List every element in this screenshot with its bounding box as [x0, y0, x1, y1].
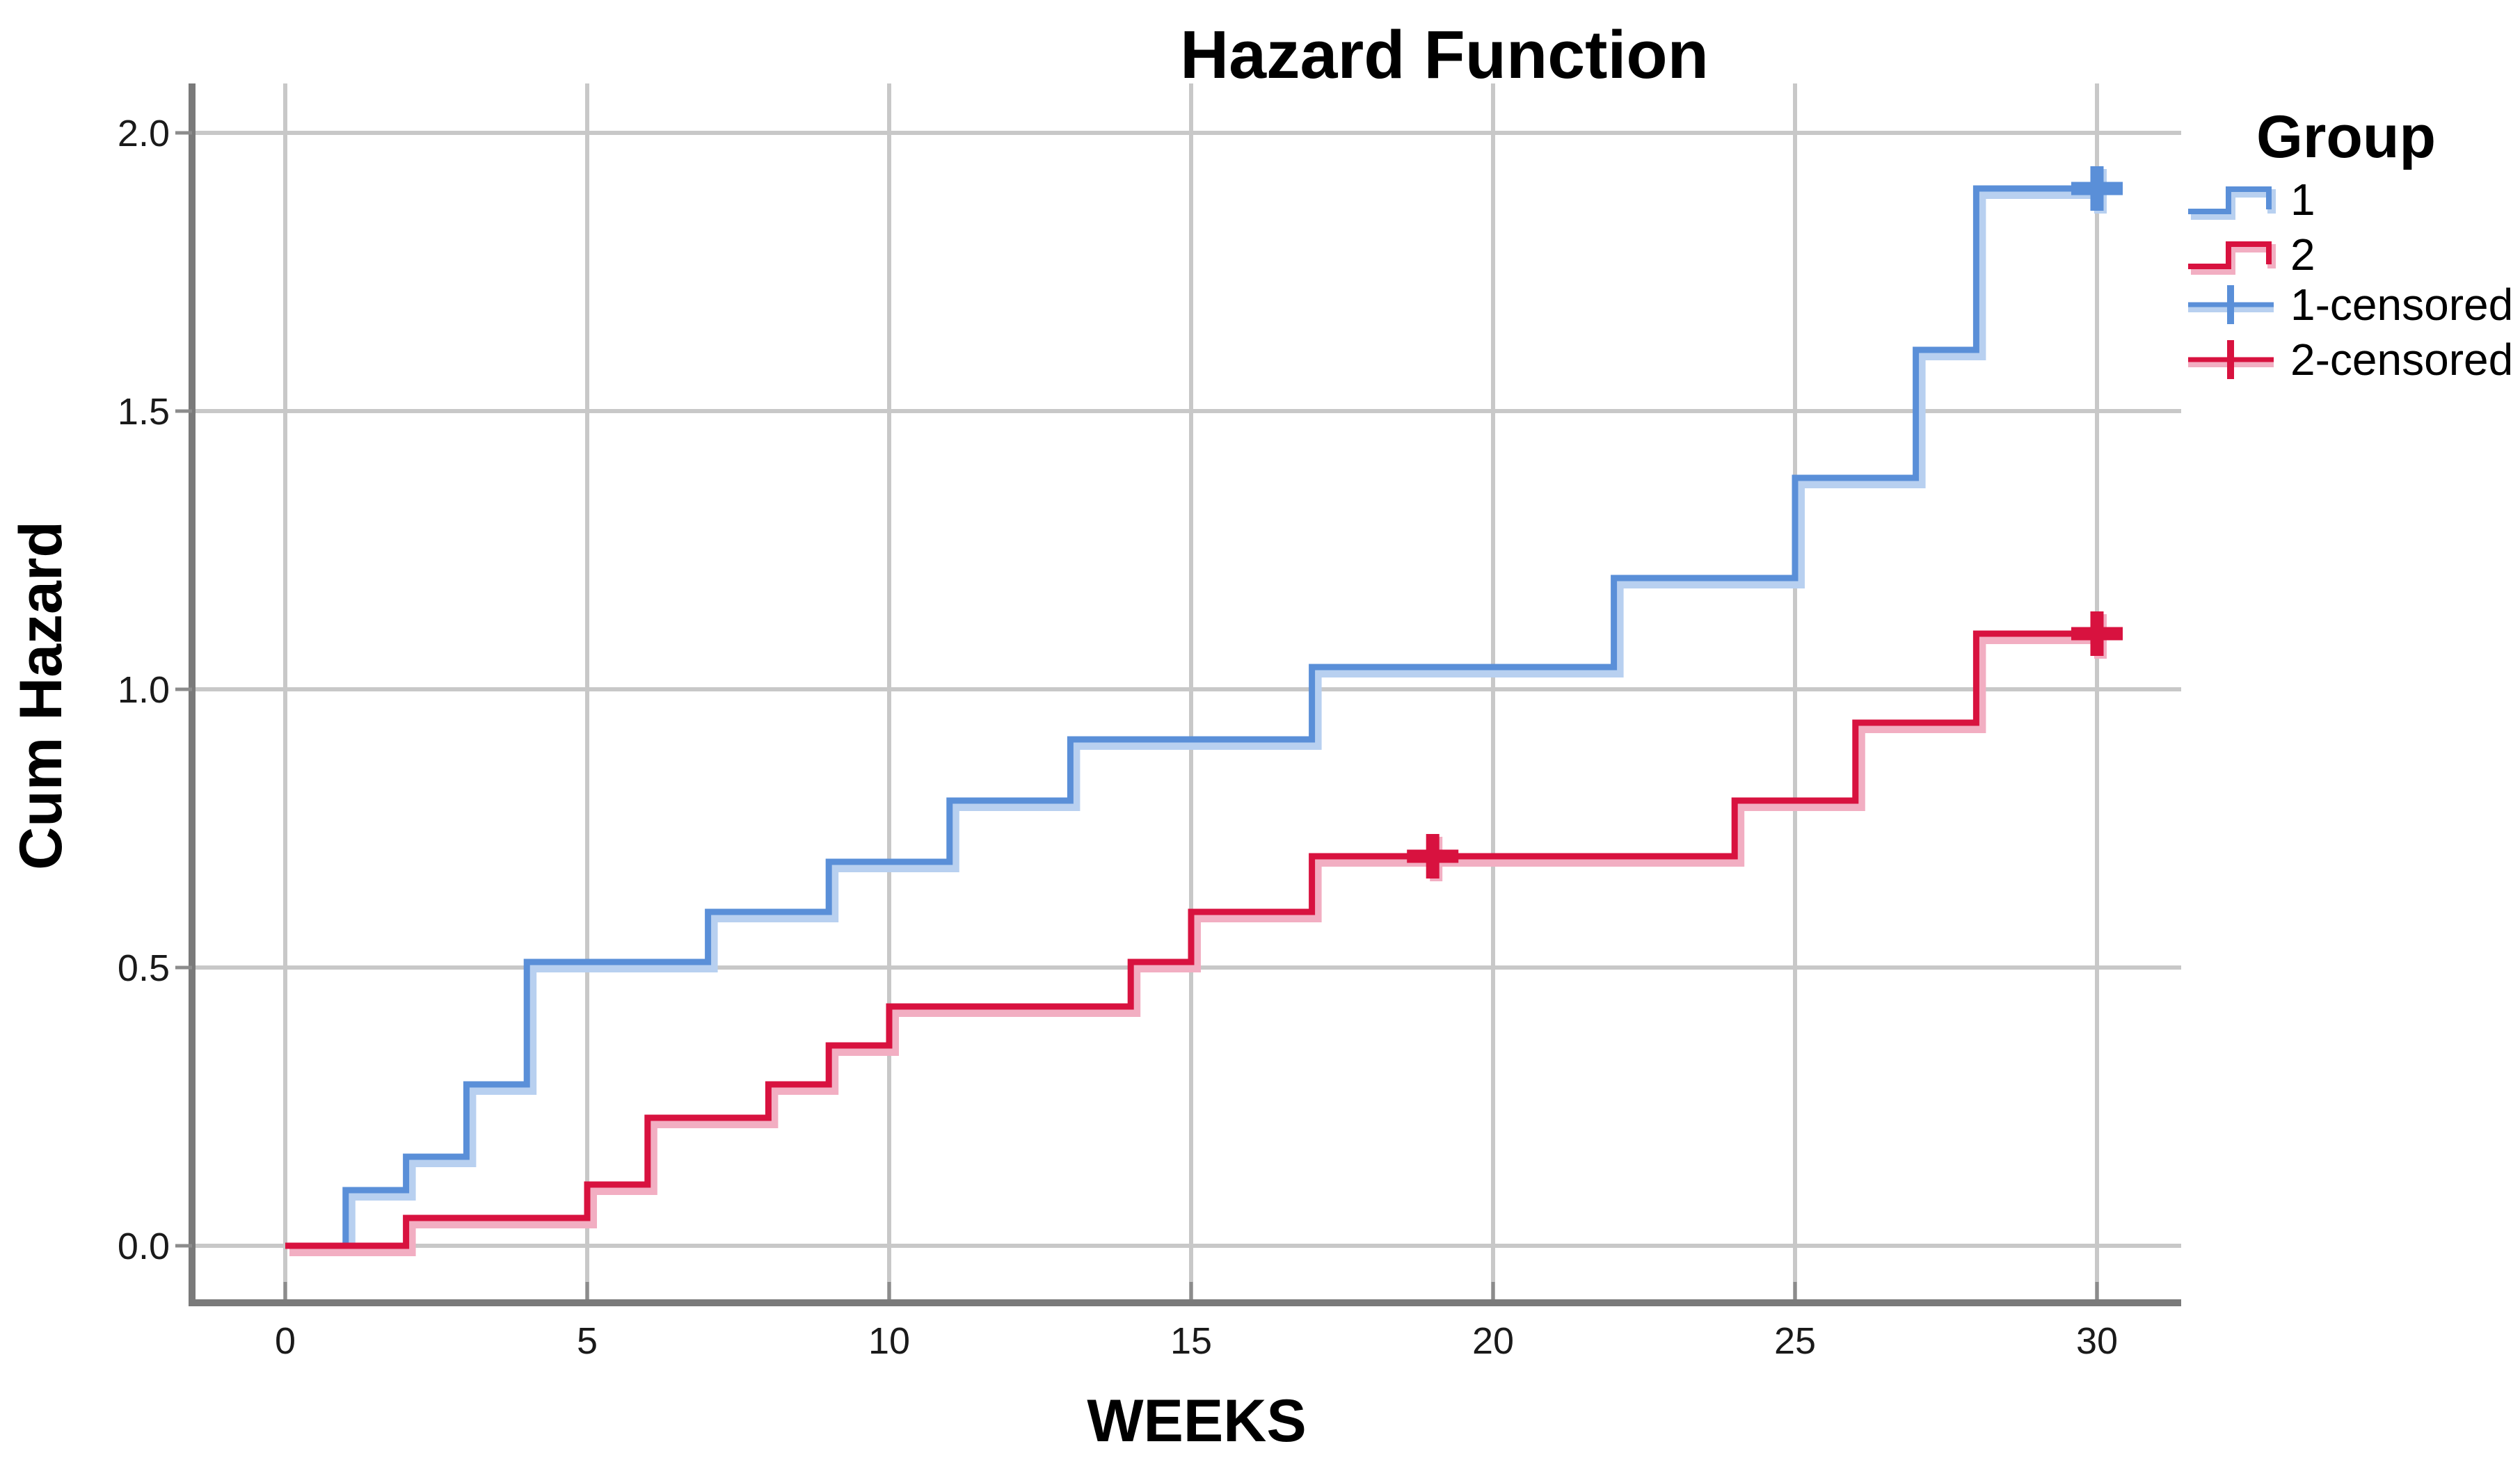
series-1-halo	[289, 188, 2101, 1256]
legend-item-label: 1	[2290, 175, 2315, 225]
legend-swatch-step-line-icon	[2188, 186, 2272, 214]
x-tick-label-15: 15	[1170, 1320, 1212, 1362]
y-axis-title: Cum Hazard	[8, 521, 74, 870]
series-1-line	[285, 185, 2097, 1249]
x-tick-label-0: 0	[275, 1320, 296, 1362]
legend-item-1-censored: 1-censored	[2188, 280, 2513, 330]
y-tick-label-2.0: 2.0	[118, 113, 170, 154]
tick-label-layer: 0 5 10 15 20 25 30 0.0 0.5 1.0 1.5 2.0	[118, 113, 2118, 1362]
x-tick-label-20: 20	[1472, 1320, 1514, 1362]
legend-title: Group	[2256, 104, 2436, 170]
grid-layer	[189, 83, 2181, 1306]
y-tick-label-1.5: 1.5	[118, 391, 170, 433]
legend-item-label: 2	[2290, 230, 2315, 280]
legend-item-2-censored: 2-censored	[2188, 335, 2513, 385]
x-tick-label-30: 30	[2076, 1320, 2118, 1362]
legend-swatch-step-line-icon	[2188, 241, 2272, 269]
legend-item-2: 2	[2188, 230, 2315, 280]
legend-item-label: 2-censored	[2290, 335, 2513, 385]
series-2-halo	[289, 633, 2101, 1256]
censor-layer	[1407, 166, 2123, 881]
chart-title: Hazard Function	[1180, 17, 1709, 93]
y-tick-label-1.0: 1.0	[118, 669, 170, 711]
legend-item-1: 1	[2188, 175, 2315, 225]
y-tick-label-0.0: 0.0	[118, 1226, 170, 1267]
series-2-line	[285, 630, 2097, 1249]
legend-item-label: 1-censored	[2290, 280, 2513, 330]
axis-layer	[175, 83, 2181, 1306]
x-tick-label-25: 25	[1774, 1320, 1816, 1362]
x-tick-label-10: 10	[868, 1320, 910, 1362]
x-tick-label-5: 5	[577, 1320, 598, 1362]
curve-layer	[285, 185, 2101, 1256]
x-axis-title: WEEKS	[1087, 1388, 1306, 1454]
y-tick-label-0.5: 0.5	[118, 947, 170, 989]
